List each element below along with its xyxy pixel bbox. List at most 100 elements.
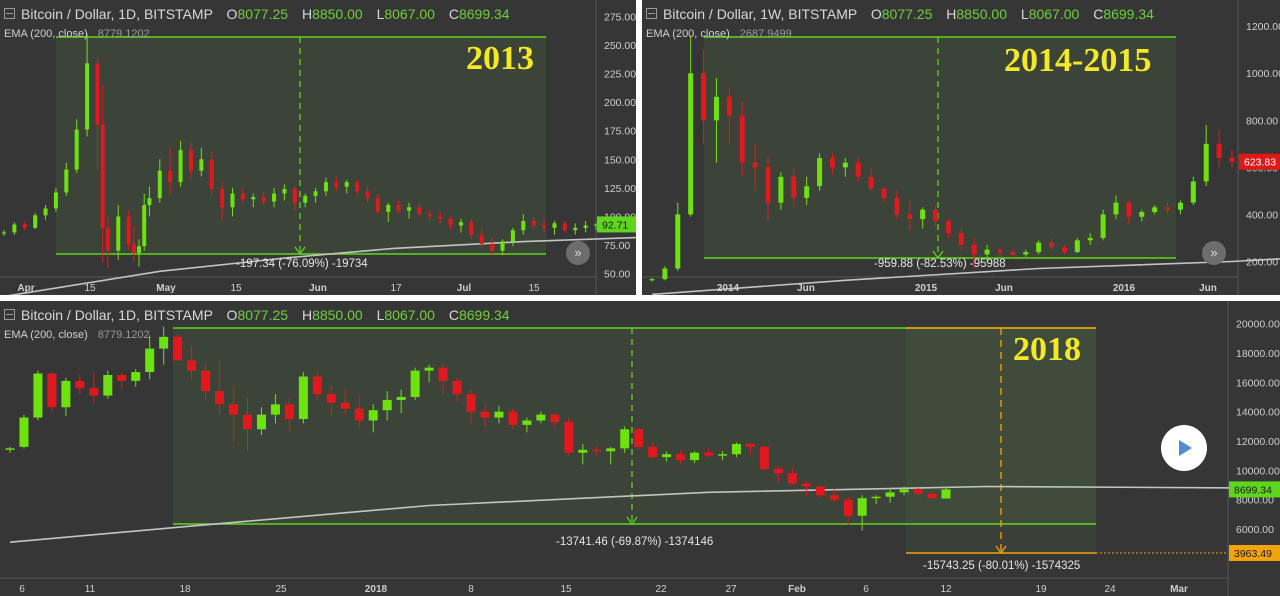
candle-body — [1074, 240, 1080, 253]
candle-body — [242, 414, 252, 430]
ema-legend[interactable]: EMA (200, close) 2687.9499 — [646, 28, 792, 40]
candle-body — [752, 162, 758, 168]
open-value: 8077.25 — [237, 6, 289, 22]
candle-body — [116, 216, 121, 251]
y-tick-label: 10000.00 — [1236, 465, 1280, 477]
chart-panel-2018[interactable]: 20000.00 18000.00 16000.00 14000.00 12000.00… — [0, 301, 1280, 596]
candle-body — [368, 410, 378, 421]
candle-body — [340, 402, 350, 409]
chart-canvas-2013[interactable]: 275.00 250.00 225.00 200.00 175.00 150.00 125.… — [0, 0, 636, 295]
x-tick-label: 18 — [179, 584, 191, 595]
close-value: 8699.34 — [458, 6, 510, 22]
close-label: C — [1093, 6, 1104, 22]
y-tick-label: 175.00 — [604, 126, 636, 138]
ema-label: EMA (200, close) — [4, 329, 88, 341]
candle-body — [649, 279, 655, 281]
x-tick-label: 11 — [85, 584, 96, 595]
candle-body — [522, 420, 532, 425]
candle-body — [229, 404, 239, 415]
candle-body — [815, 486, 825, 496]
x-tick-label: Feb — [788, 584, 806, 595]
candle-body — [871, 496, 881, 499]
open-value: 8077.25 — [237, 307, 289, 323]
collapse-icon[interactable] — [4, 8, 15, 19]
ema-legend[interactable]: EMA (200, close) 8779.1202 — [4, 28, 150, 40]
candle-body — [33, 215, 38, 228]
candle-body — [594, 224, 598, 226]
candle-body — [147, 198, 152, 205]
candle-body — [1177, 202, 1183, 210]
candle-body — [550, 414, 560, 422]
candle-body — [396, 205, 401, 211]
price-badge-label: 92.71 — [602, 219, 628, 231]
x-tick-label: 15 — [84, 283, 96, 294]
candle-body — [984, 249, 990, 255]
chart-canvas-2018[interactable]: 20000.00 18000.00 16000.00 14000.00 12000.00… — [0, 301, 1280, 596]
high-value: 8850.00 — [312, 6, 363, 22]
candle-body — [885, 492, 895, 497]
candle-body — [292, 189, 297, 203]
x-tick-label: Apr — [17, 283, 34, 294]
candle-body — [131, 243, 136, 253]
x-tick-label: 12 — [940, 584, 952, 595]
candle-body — [500, 241, 505, 251]
play-icon[interactable] — [1161, 425, 1207, 471]
price-badge — [597, 216, 636, 233]
candle-body — [1216, 143, 1222, 158]
candle-body — [354, 408, 364, 421]
measure-label: -13741.46 (-69.87%) -1374146 — [556, 536, 714, 548]
candle-body — [704, 452, 714, 456]
x-tick-label: 2018 — [365, 584, 388, 595]
open-label: O — [226, 307, 238, 323]
y-tick-label: 16000.00 — [1236, 377, 1280, 389]
candle-body — [187, 360, 197, 371]
x-tick-label: 15 — [230, 283, 242, 294]
candle-body — [894, 197, 900, 215]
candle-body — [47, 373, 57, 408]
open-label: O — [870, 6, 882, 22]
candle-body — [22, 224, 27, 228]
candle-body — [105, 227, 110, 251]
chart-panel-2013[interactable]: 275.00 250.00 225.00 200.00 175.00 150.00 125.… — [0, 0, 636, 295]
chart-canvas-2014-2015[interactable]: 1200.001000.00800.00600.00400.00200.0020… — [642, 0, 1280, 295]
candle-body — [531, 221, 536, 226]
ema-value: 8779.1202 — [97, 28, 150, 40]
x-tick-label: 15 — [528, 283, 540, 294]
ema-legend[interactable]: EMA (200, close) 8779.1202 — [4, 329, 150, 341]
candle-body — [676, 454, 686, 461]
candle-body — [857, 498, 867, 516]
collapse-icon[interactable] — [646, 8, 657, 19]
x-tick-label: 6 — [19, 584, 25, 595]
double-chevron-right-icon[interactable]: » — [1202, 241, 1226, 265]
chart-panel-2014-2015[interactable]: 1200.001000.00800.00600.00400.00200.0020… — [642, 0, 1280, 295]
collapse-icon[interactable] — [4, 309, 15, 320]
candle-body — [997, 249, 1003, 253]
candle-body — [773, 468, 783, 474]
ema-value: 8779.1202 — [97, 329, 150, 341]
measure-label: -197.34 (-76.09%) -19734 — [236, 258, 368, 270]
price-badge-label: 623.83 — [1244, 157, 1276, 169]
candle-body — [787, 473, 797, 484]
candle-body — [564, 421, 574, 453]
candle-body — [64, 169, 69, 193]
candle-body — [1126, 202, 1132, 217]
candle-body — [1087, 237, 1093, 241]
chart-header: Bitcoin / Dollar, 1D, BITSTAMP O8077.25 … — [4, 6, 510, 22]
x-tick-label: 8 — [468, 584, 474, 595]
candle-body — [323, 182, 328, 192]
candle-body — [648, 446, 658, 458]
candle-body — [355, 182, 360, 192]
candle-body — [188, 150, 193, 171]
close-label: C — [448, 307, 459, 323]
x-tick-label: 2016 — [1113, 283, 1136, 294]
candle-body — [578, 449, 588, 453]
candle-body — [731, 443, 741, 455]
candle-body — [142, 205, 147, 247]
candle-body — [100, 125, 105, 228]
price-badge-label: 8699.34 — [1234, 484, 1272, 496]
candle-body — [261, 197, 266, 202]
candle-body — [1061, 247, 1067, 253]
double-chevron-right-icon[interactable]: » — [566, 241, 590, 265]
open-label: O — [226, 6, 238, 22]
candle-body — [745, 443, 755, 447]
